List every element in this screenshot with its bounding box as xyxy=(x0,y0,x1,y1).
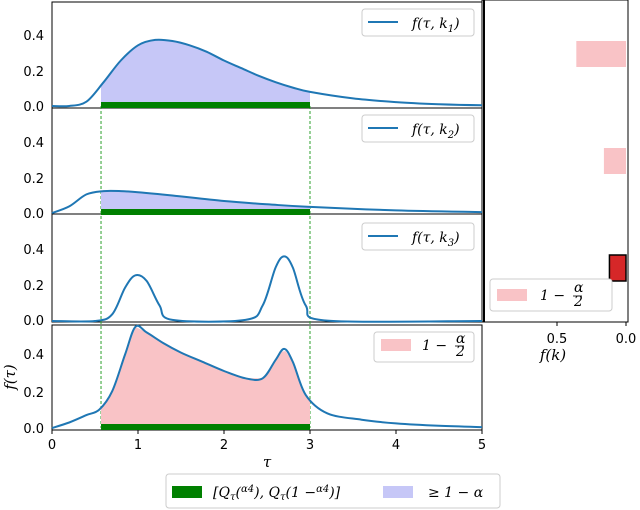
legend-total-alpha: α xyxy=(456,331,466,347)
bl-four: 4 xyxy=(247,484,254,495)
y-ticks-subplot-4: 0.0 0.2 0.4 xyxy=(23,348,44,437)
ytick: 0.0 xyxy=(23,314,44,329)
legend-k2: f(τ, k2) xyxy=(361,114,475,143)
legend-k3: f(τ, k3) xyxy=(361,222,475,251)
ytick: 0.2 xyxy=(23,65,44,80)
ytick: 0.4 xyxy=(23,348,44,363)
x-ticks: 0 1 2 3 4 5 xyxy=(48,430,486,453)
ytick: 0.4 xyxy=(23,136,44,151)
ytick: 0.2 xyxy=(23,279,44,294)
xtick: 2 xyxy=(220,438,228,453)
y-axis-label-bottom: f(τ) xyxy=(1,364,19,391)
xtick: 5 xyxy=(478,438,486,453)
bottom-legend: [Qτ(α4), Qτ(1 −α4)] ≥ 1 − α xyxy=(165,473,501,509)
ytick: 0.4 xyxy=(23,243,44,258)
right-legend: 1 − α 2 xyxy=(489,278,613,312)
legend-total: 1 − α 2 xyxy=(373,331,475,363)
bl-alpha: α xyxy=(241,484,248,495)
bl-four2: 4 xyxy=(322,484,329,495)
interval-bar-k1 xyxy=(101,102,311,108)
svg-text:f(τ, k3): f(τ, k3) xyxy=(411,230,460,249)
legend-k3-sub: 3 xyxy=(448,238,454,249)
legend-k1-prefix: f(τ, k xyxy=(411,16,448,32)
legend-k2-sub: 2 xyxy=(447,130,454,141)
bl-a: ( xyxy=(236,485,242,501)
interval-bar-k2 xyxy=(101,209,311,215)
bl-b: (1 − xyxy=(286,485,317,501)
legend-k1: f(τ, k1) xyxy=(361,8,475,37)
x-axis-label: τ xyxy=(263,453,272,471)
curve-k2 xyxy=(51,189,483,214)
right-xtick: 0.5 xyxy=(547,332,568,347)
xtick: 3 xyxy=(306,438,314,453)
xtick: 4 xyxy=(392,438,400,453)
ytick: 0.0 xyxy=(23,207,44,222)
bl-mid: ), Q xyxy=(253,485,280,501)
legend-k3-prefix: f(τ, k xyxy=(411,230,448,246)
right-legend-two: 2 xyxy=(573,294,583,310)
legend-k2-prefix: f(τ, k xyxy=(411,122,448,138)
area-fill-total xyxy=(101,327,310,428)
interval-bar-total xyxy=(101,424,311,430)
right-x-axis-label: f(k) xyxy=(539,346,566,364)
legend-k3-suffix: ) xyxy=(453,230,459,246)
curve-total xyxy=(51,324,483,429)
xtick: 0 xyxy=(48,438,56,453)
svg-text:[Qτ(α4), Qτ(1 −α4)]: [Qτ(α4), Qτ(1 −α4)] xyxy=(213,484,341,503)
bl-q: Q xyxy=(218,485,230,501)
legend-total-text: 1 − xyxy=(422,338,447,354)
bar-k2 xyxy=(603,148,626,174)
bar-k1 xyxy=(576,41,626,67)
bar-k3 xyxy=(608,254,627,282)
ytick: 0.2 xyxy=(23,386,44,401)
ytick: 0.4 xyxy=(23,29,44,44)
legend-k2-suffix: ) xyxy=(453,122,459,138)
ytick: 0.0 xyxy=(23,100,44,115)
bl-sub: τ xyxy=(230,492,236,503)
legend-total-two: 2 xyxy=(455,344,465,360)
right-legend-alpha: α xyxy=(574,280,584,296)
bl-open: [ xyxy=(213,485,219,501)
ytick: 0.2 xyxy=(23,172,44,187)
ytick: 0.0 xyxy=(23,422,44,437)
area-fill-k2 xyxy=(101,191,310,213)
curve-k3 xyxy=(51,255,483,323)
svg-text:f(τ, k2): f(τ, k2) xyxy=(411,122,460,141)
right-legend-text: 1 − xyxy=(540,288,565,304)
bl-close: )] xyxy=(328,485,340,501)
bl-sub2: τ xyxy=(280,492,286,503)
bl-alpha2: α xyxy=(316,484,323,495)
legend-k1-sub: 1 xyxy=(448,24,454,35)
svg-text:f(τ, k1): f(τ, k1) xyxy=(411,16,460,35)
bl-blue: ≥ 1 − α xyxy=(428,485,484,501)
y-ticks-subplot-2: 0.0 0.2 0.4 xyxy=(23,136,44,222)
y-ticks-subplot-3: 0.0 0.2 0.4 xyxy=(23,243,44,329)
xtick: 1 xyxy=(134,438,142,453)
y-ticks-subplot-1: 0.0 0.2 0.4 xyxy=(23,29,44,115)
legend-k1-suffix: ) xyxy=(453,16,459,32)
area-fill-k1 xyxy=(101,40,310,106)
curve-k1 xyxy=(51,38,483,108)
right-xtick: 0.0 xyxy=(616,332,637,347)
right-x-ticks: 0.5 0.0 xyxy=(547,322,637,347)
right-panel-frame xyxy=(481,0,629,323)
